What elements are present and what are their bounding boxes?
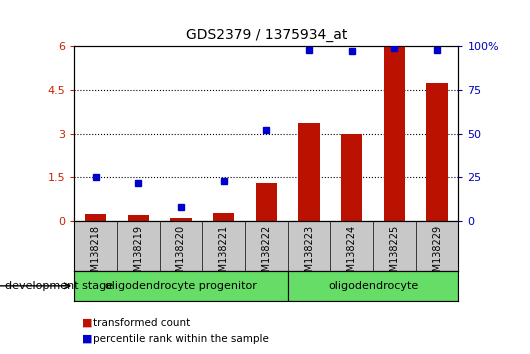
Text: GSM138220: GSM138220 — [176, 225, 186, 284]
Text: oligodendrocyte progenitor: oligodendrocyte progenitor — [105, 281, 257, 291]
Text: oligodendrocyte: oligodendrocyte — [328, 281, 418, 291]
Bar — [384, 46, 405, 221]
Text: GSM138221: GSM138221 — [219, 225, 228, 284]
Text: percentile rank within the sample: percentile rank within the sample — [93, 334, 269, 344]
Bar — [298, 124, 320, 221]
Bar — [341, 133, 363, 221]
Text: GSM138222: GSM138222 — [261, 225, 271, 285]
Bar — [74, 271, 288, 301]
Bar — [85, 214, 106, 221]
Text: ■: ■ — [82, 334, 93, 344]
Bar — [170, 218, 192, 221]
Bar — [128, 215, 149, 221]
Text: GSM138224: GSM138224 — [347, 225, 357, 284]
Bar — [213, 213, 234, 221]
Text: ■: ■ — [82, 318, 93, 328]
Text: GSM138223: GSM138223 — [304, 225, 314, 284]
Text: GSM138229: GSM138229 — [432, 225, 442, 284]
Text: transformed count: transformed count — [93, 318, 190, 328]
Bar — [427, 82, 448, 221]
Bar — [255, 183, 277, 221]
Title: GDS2379 / 1375934_at: GDS2379 / 1375934_at — [186, 28, 347, 42]
Text: GSM138218: GSM138218 — [91, 225, 101, 284]
Text: GSM138219: GSM138219 — [133, 225, 143, 284]
Bar — [288, 271, 458, 301]
Text: development stage: development stage — [5, 281, 113, 291]
Text: GSM138225: GSM138225 — [390, 225, 400, 285]
